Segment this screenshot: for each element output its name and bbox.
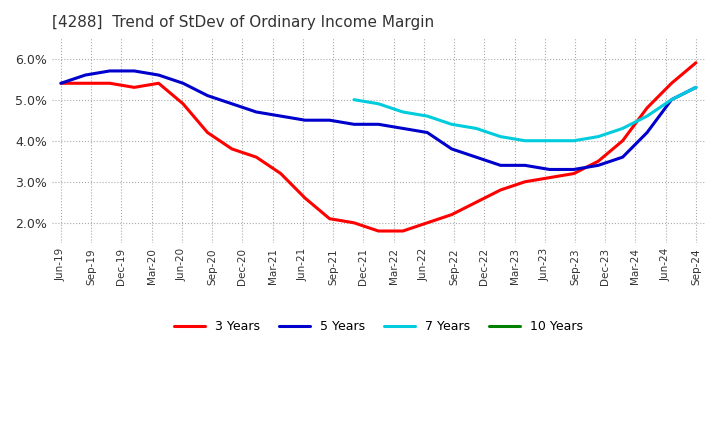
7 Years xyxy=(350,97,359,103)
3 Years xyxy=(57,81,66,86)
3 Years xyxy=(472,200,480,205)
5 Years xyxy=(643,130,652,135)
3 Years xyxy=(423,220,431,225)
3 Years xyxy=(203,130,212,135)
5 Years xyxy=(57,81,66,86)
5 Years xyxy=(130,68,138,73)
5 Years xyxy=(618,154,627,160)
3 Years xyxy=(228,146,236,151)
3 Years xyxy=(350,220,359,225)
3 Years xyxy=(692,60,701,66)
3 Years xyxy=(179,101,187,106)
7 Years xyxy=(423,114,431,119)
Line: 5 Years: 5 Years xyxy=(61,71,696,169)
5 Years xyxy=(447,146,456,151)
5 Years xyxy=(301,117,310,123)
5 Years xyxy=(521,163,529,168)
5 Years xyxy=(105,68,114,73)
7 Years xyxy=(496,134,505,139)
7 Years xyxy=(447,122,456,127)
5 Years xyxy=(594,163,603,168)
3 Years xyxy=(496,187,505,193)
3 Years xyxy=(618,138,627,143)
7 Years xyxy=(618,126,627,131)
5 Years xyxy=(570,167,578,172)
3 Years xyxy=(154,81,163,86)
3 Years xyxy=(81,81,90,86)
7 Years xyxy=(374,101,383,106)
5 Years xyxy=(692,85,701,90)
3 Years xyxy=(545,175,554,180)
5 Years xyxy=(374,122,383,127)
5 Years xyxy=(252,110,261,115)
5 Years xyxy=(350,122,359,127)
7 Years xyxy=(545,138,554,143)
5 Years xyxy=(179,81,187,86)
7 Years xyxy=(521,138,529,143)
3 Years xyxy=(252,154,261,160)
5 Years xyxy=(667,97,676,103)
3 Years xyxy=(643,105,652,110)
3 Years xyxy=(130,85,138,90)
7 Years xyxy=(643,114,652,119)
7 Years xyxy=(472,126,480,131)
3 Years xyxy=(667,81,676,86)
3 Years xyxy=(399,228,408,234)
3 Years xyxy=(521,179,529,184)
Line: 3 Years: 3 Years xyxy=(61,63,696,231)
7 Years xyxy=(692,85,701,90)
Legend: 3 Years, 5 Years, 7 Years, 10 Years: 3 Years, 5 Years, 7 Years, 10 Years xyxy=(168,315,588,338)
Text: [4288]  Trend of StDev of Ordinary Income Margin: [4288] Trend of StDev of Ordinary Income… xyxy=(52,15,434,30)
5 Years xyxy=(496,163,505,168)
5 Years xyxy=(399,126,408,131)
5 Years xyxy=(423,130,431,135)
3 Years xyxy=(374,228,383,234)
7 Years xyxy=(667,97,676,103)
5 Years xyxy=(325,117,334,123)
5 Years xyxy=(545,167,554,172)
3 Years xyxy=(447,212,456,217)
3 Years xyxy=(105,81,114,86)
3 Years xyxy=(301,195,310,201)
3 Years xyxy=(325,216,334,221)
3 Years xyxy=(594,158,603,164)
5 Years xyxy=(154,73,163,78)
3 Years xyxy=(276,171,285,176)
3 Years xyxy=(570,171,578,176)
5 Years xyxy=(203,93,212,98)
5 Years xyxy=(228,101,236,106)
7 Years xyxy=(570,138,578,143)
Line: 7 Years: 7 Years xyxy=(354,88,696,141)
7 Years xyxy=(594,134,603,139)
5 Years xyxy=(472,154,480,160)
5 Years xyxy=(81,73,90,78)
7 Years xyxy=(399,110,408,115)
5 Years xyxy=(276,114,285,119)
